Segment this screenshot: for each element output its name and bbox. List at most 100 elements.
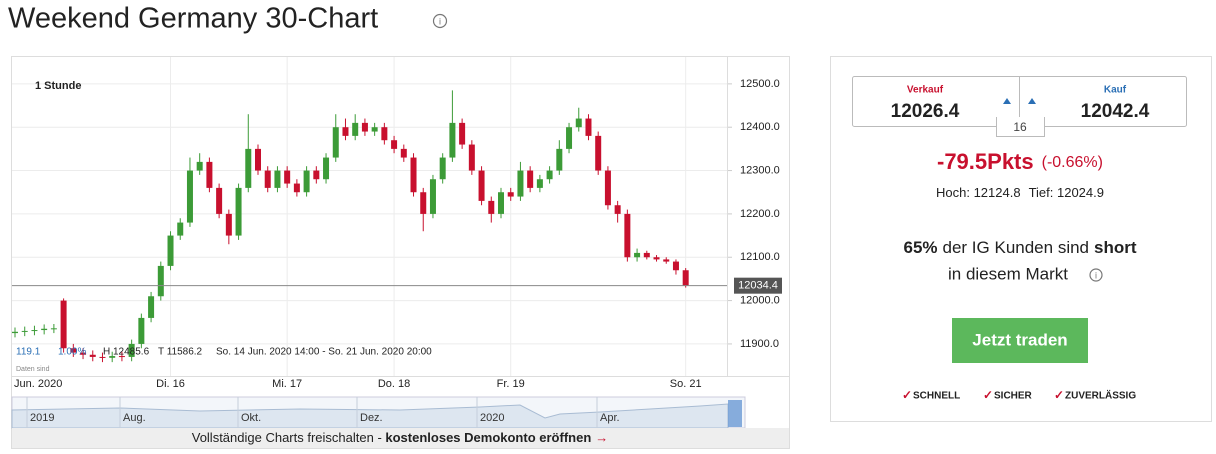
- feature-label: SICHER: [994, 391, 1033, 402]
- y-tick-label: 12000.0: [740, 294, 780, 306]
- candle-body: [663, 259, 670, 262]
- overlay-high: H 12485.6: [103, 347, 150, 358]
- candle-body: [624, 213, 631, 258]
- overlay-note: Daten sind: [16, 366, 50, 373]
- spread: 16: [1013, 120, 1027, 134]
- y-tick-label: 12400.0: [740, 121, 780, 133]
- candle-body: [449, 122, 456, 158]
- candle-body: [517, 170, 524, 197]
- arrow: →: [595, 430, 608, 445]
- spread-tab: [996, 117, 1045, 137]
- candle-body: [682, 270, 689, 286]
- candle-body: [264, 170, 271, 188]
- candle-body: [595, 135, 602, 171]
- candle-body: [400, 148, 407, 158]
- candle-body: [138, 317, 145, 344]
- footer-text[interactable]: Vollständige Charts freischalten - koste…: [192, 430, 609, 445]
- x-tick-label: Do. 18: [378, 378, 410, 390]
- candle-body: [546, 170, 553, 180]
- candle-body: [566, 127, 573, 149]
- navigator-label: Okt.: [241, 412, 261, 424]
- candle-body: [672, 261, 679, 271]
- change-points: -79.5Pkts: [937, 149, 1034, 174]
- candle-body: [468, 144, 475, 171]
- sentiment-pct: 65%: [903, 238, 937, 257]
- candle-body: [634, 252, 641, 258]
- change: -79.5Pkts (-0.66%): [937, 149, 1103, 174]
- x-tick-label: Jun. 2020: [14, 378, 62, 390]
- x-tick-label: Mi. 17: [272, 378, 302, 390]
- candle-body: [361, 122, 368, 132]
- feature-label: ZUVERLÄSSIG: [1065, 389, 1136, 402]
- candle-body: [60, 300, 67, 349]
- candle-body: [410, 157, 417, 193]
- candle-body: [429, 179, 436, 214]
- navigator-label: Apr.: [600, 412, 620, 424]
- candle-body: [80, 352, 87, 355]
- candle-body: [381, 127, 388, 141]
- candle-body: [206, 161, 213, 188]
- candle-body: [128, 343, 135, 357]
- candle-body: [31, 330, 38, 332]
- change-pct: (-0.66%): [1042, 154, 1103, 171]
- candle-body: [148, 296, 155, 318]
- buy-price[interactable]: 12042.4: [1081, 101, 1150, 122]
- check-icon: ✓: [983, 388, 993, 402]
- candle-body: [41, 328, 48, 331]
- overlay-volume-pct: 1.00%: [58, 347, 86, 358]
- candle-body: [70, 348, 77, 353]
- footer-link[interactable]: kostenloses Demokonto eröffnen: [385, 430, 591, 445]
- page-title: Weekend Germany 30-Chart: [8, 3, 378, 35]
- overlay-range: So. 14 Jun. 2020 14:00 - So. 21 Jun. 202…: [216, 347, 432, 358]
- y-tick-label: 12200.0: [740, 208, 780, 220]
- candle-body: [186, 170, 193, 223]
- candle-body: [303, 170, 310, 193]
- trade-button-label[interactable]: Jetzt traden: [972, 330, 1067, 349]
- x-tick-label: So. 21: [670, 378, 702, 390]
- candle-body: [478, 170, 485, 201]
- navigator-label: Aug.: [123, 412, 146, 424]
- navigator: [11, 396, 746, 429]
- sell-price[interactable]: 12026.4: [891, 101, 960, 122]
- candle-body: [109, 356, 116, 358]
- sell-label[interactable]: Verkauf: [907, 85, 944, 96]
- candle-body: [352, 122, 359, 136]
- overlay-low: T 11586.2: [158, 347, 203, 358]
- info-icon[interactable]: i: [1089, 268, 1103, 282]
- sentiment-line: 65% der IG Kunden sind short: [903, 238, 1136, 257]
- candle-body: [89, 354, 96, 357]
- candle-body: [439, 157, 446, 180]
- svg-text:i: i: [1095, 270, 1097, 280]
- candle-body: [536, 179, 543, 188]
- x-tick-label: Di. 16: [156, 378, 185, 390]
- svg-text:i: i: [439, 16, 441, 26]
- sentiment-market: in diesem Markt: [948, 264, 1068, 283]
- candle-body: [643, 252, 650, 258]
- candle-body: [177, 222, 184, 236]
- x-tick-label: Fr. 19: [497, 378, 525, 390]
- interval-label: 1 Stunde: [35, 80, 81, 92]
- candle-body: [235, 187, 242, 236]
- candle-body: [498, 192, 504, 214]
- last-price-label: 12034.4: [738, 280, 778, 292]
- candle-body: [118, 356, 125, 358]
- tick-arrows: [1003, 98, 1036, 104]
- candle-body: [488, 200, 495, 214]
- high-low: Hoch: 12124.8 Tief: 12024.9: [936, 185, 1104, 200]
- candle-body: [575, 118, 582, 128]
- candle-body: [245, 148, 252, 188]
- overlay-volume: 119.1: [16, 347, 41, 358]
- check-icon: ✓: [1054, 388, 1064, 402]
- candle-body: [12, 331, 18, 334]
- candle-body: [342, 127, 349, 136]
- candle-body: [216, 187, 223, 214]
- candle-body: [157, 265, 164, 297]
- buy-label[interactable]: Kauf: [1104, 85, 1127, 96]
- candle-body: [293, 183, 300, 193]
- candle-body: [614, 205, 621, 214]
- trade-button[interactable]: [952, 318, 1088, 363]
- y-tick-label: 12100.0: [740, 251, 780, 263]
- candle-body: [99, 356, 106, 358]
